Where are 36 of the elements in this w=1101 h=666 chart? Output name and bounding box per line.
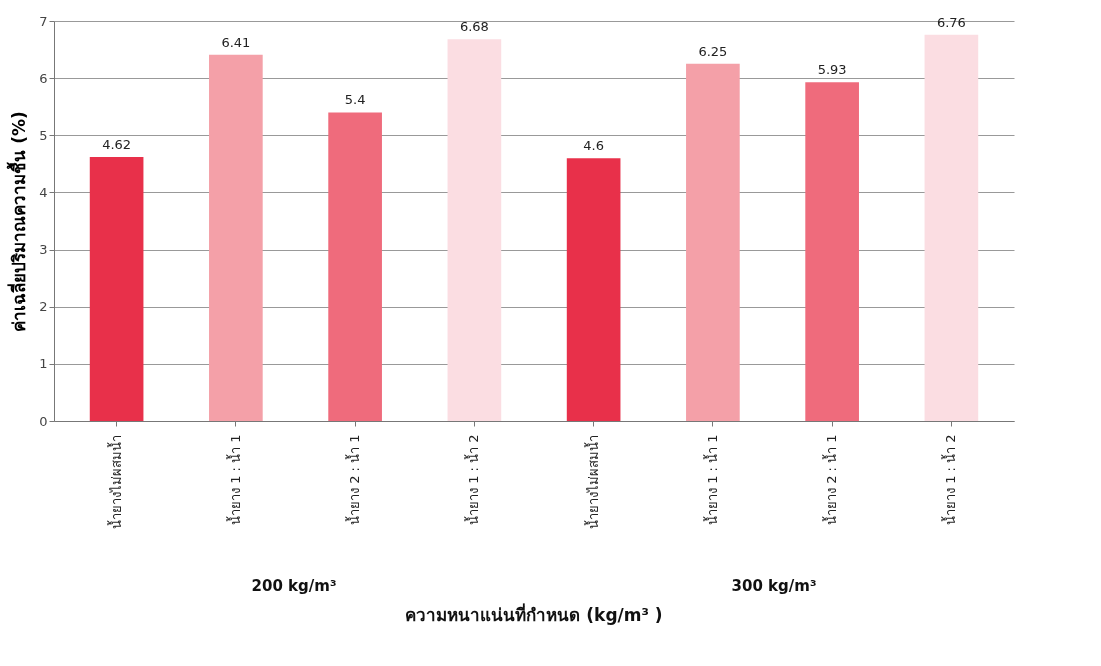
text: 200 kg/m³ bbox=[251, 577, 337, 595]
x-tick-label: น้ำยาง 2 : น้ำ 1 bbox=[822, 434, 840, 525]
bar bbox=[328, 112, 382, 421]
x-axis-title: ความหนาแน่นที่กำหนด (kg/m³ ) bbox=[405, 603, 663, 625]
data-label: 4.62 bbox=[102, 137, 132, 152]
y-axis-title: ค่าเฉลี่ยปริมาณความชื้น (%) bbox=[6, 111, 30, 332]
x-tick-label: น้ำยางไม่ผสมน้ำ bbox=[106, 434, 124, 529]
y-tick-label: 1 bbox=[39, 356, 48, 372]
data-label: 4.6 bbox=[583, 138, 604, 154]
y-tick-label: 4 bbox=[39, 184, 48, 200]
x-tick-label: น้ำยาง 2 : น้ำ 1 bbox=[345, 434, 363, 525]
bar bbox=[447, 39, 502, 421]
bar bbox=[209, 54, 263, 421]
x-tick-label: น้ำยาง 1 : น้ำ 1 bbox=[225, 434, 243, 525]
x-tick-label: น้ำยาง 1 : น้ำ 2 bbox=[941, 434, 959, 525]
data-label: 6.25 bbox=[698, 43, 728, 59]
bar bbox=[566, 158, 621, 421]
data-label: 6.68 bbox=[459, 19, 489, 35]
x-tick-label: น้ำยาง 1 : น้ำ 2 bbox=[464, 434, 482, 525]
bar bbox=[924, 34, 979, 421]
bar bbox=[89, 157, 144, 421]
data-label: 5.93 bbox=[817, 62, 847, 78]
bar bbox=[805, 82, 859, 421]
y-tick-label: 7 bbox=[39, 13, 48, 29]
y-tick-label: 6 bbox=[39, 70, 48, 86]
x-tick-label: น้ำยางไม่ผสมน้ำ bbox=[583, 434, 601, 529]
x-tick-label: น้ำยาง 1 : น้ำ 1 bbox=[702, 434, 720, 525]
data-label: 5.4 bbox=[344, 92, 366, 108]
y-tick-label: 3 bbox=[39, 242, 48, 258]
data-label: 6.76 bbox=[936, 14, 966, 30]
y-tick-label: 5 bbox=[39, 127, 48, 143]
bar bbox=[686, 63, 740, 421]
y-tick-label: 0 bbox=[39, 413, 48, 429]
y-tick-label: 2 bbox=[39, 299, 48, 315]
text: 300 kg/m³ bbox=[731, 577, 817, 595]
data-label: 6.41 bbox=[221, 34, 251, 50]
